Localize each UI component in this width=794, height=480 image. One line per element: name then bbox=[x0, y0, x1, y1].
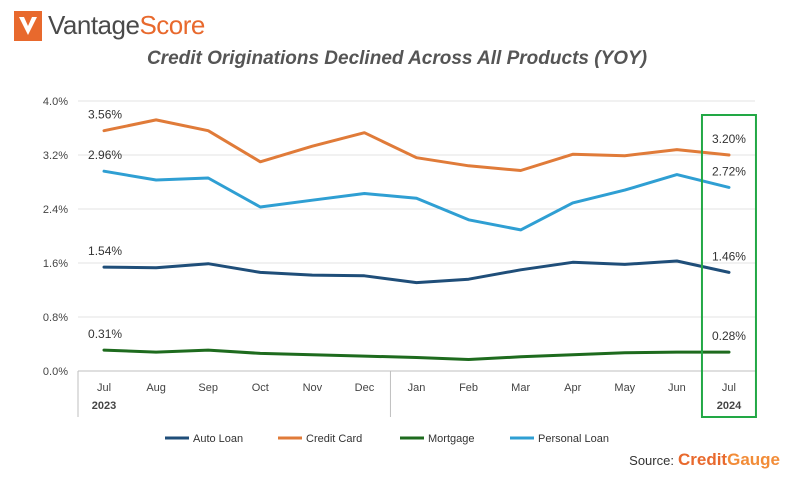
series-line bbox=[102, 118, 731, 172]
legend-label: Auto Loan bbox=[193, 433, 243, 445]
vantagescore-logo: VantageScore bbox=[14, 10, 205, 41]
x-tick-label: Dec bbox=[355, 382, 375, 394]
data-label-end: 2.72% bbox=[712, 164, 746, 178]
data-label-start: 2.96% bbox=[88, 148, 122, 162]
x-tick-label: Feb bbox=[459, 382, 478, 394]
x-tick-label: Jul bbox=[97, 382, 111, 394]
data-label-end: 1.46% bbox=[712, 249, 746, 263]
chart-title: Credit Originations Declined Across All … bbox=[146, 48, 648, 69]
year-label: 2023 bbox=[92, 400, 116, 412]
x-tick-label: Apr bbox=[564, 382, 581, 394]
y-tick-label: 0.8% bbox=[43, 312, 68, 324]
x-tick-label: Aug bbox=[146, 382, 166, 394]
y-tick-label: 2.4% bbox=[43, 204, 68, 216]
legend-label: Personal Loan bbox=[538, 433, 609, 445]
x-tick-label: Jul bbox=[722, 382, 736, 394]
highlight-box bbox=[700, 114, 757, 418]
series-line bbox=[102, 169, 731, 232]
x-tick-label: Sep bbox=[198, 382, 218, 394]
data-label-start: 1.54% bbox=[88, 244, 122, 258]
series-line bbox=[102, 348, 731, 361]
y-tick-label: 3.2% bbox=[43, 150, 68, 162]
x-tick-label: Mar bbox=[511, 382, 530, 394]
x-tick-label: Jan bbox=[408, 382, 426, 394]
data-label-end: 3.20% bbox=[712, 132, 746, 146]
x-tick-label: Nov bbox=[303, 382, 323, 394]
data-label-start: 0.31% bbox=[88, 327, 122, 341]
x-tick-label: Oct bbox=[252, 382, 269, 394]
y-tick-label: 1.6% bbox=[43, 258, 68, 270]
y-tick-label: 4.0% bbox=[43, 96, 68, 108]
creditgauge-logo: CreditGauge bbox=[677, 450, 780, 469]
vantagescore-logo-text: VantageScore bbox=[48, 10, 205, 40]
data-label-start: 3.56% bbox=[88, 108, 122, 122]
legend-label: Credit Card bbox=[306, 433, 362, 445]
series-line bbox=[102, 259, 731, 285]
x-tick-label: Jun bbox=[668, 382, 686, 394]
source-label: Source: bbox=[629, 453, 674, 468]
data-label-end: 0.28% bbox=[712, 329, 746, 343]
year-label: 2024 bbox=[717, 400, 742, 412]
y-tick-label: 0.0% bbox=[43, 366, 68, 378]
vantagescore-logo-icon bbox=[14, 10, 42, 41]
x-tick-label: May bbox=[614, 382, 635, 394]
source-note: Source: CreditGauge bbox=[629, 450, 780, 470]
legend-label: Mortgage bbox=[428, 433, 474, 445]
